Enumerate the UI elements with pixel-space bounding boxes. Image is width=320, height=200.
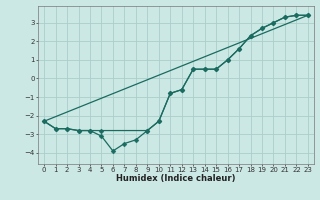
X-axis label: Humidex (Indice chaleur): Humidex (Indice chaleur) — [116, 174, 236, 183]
